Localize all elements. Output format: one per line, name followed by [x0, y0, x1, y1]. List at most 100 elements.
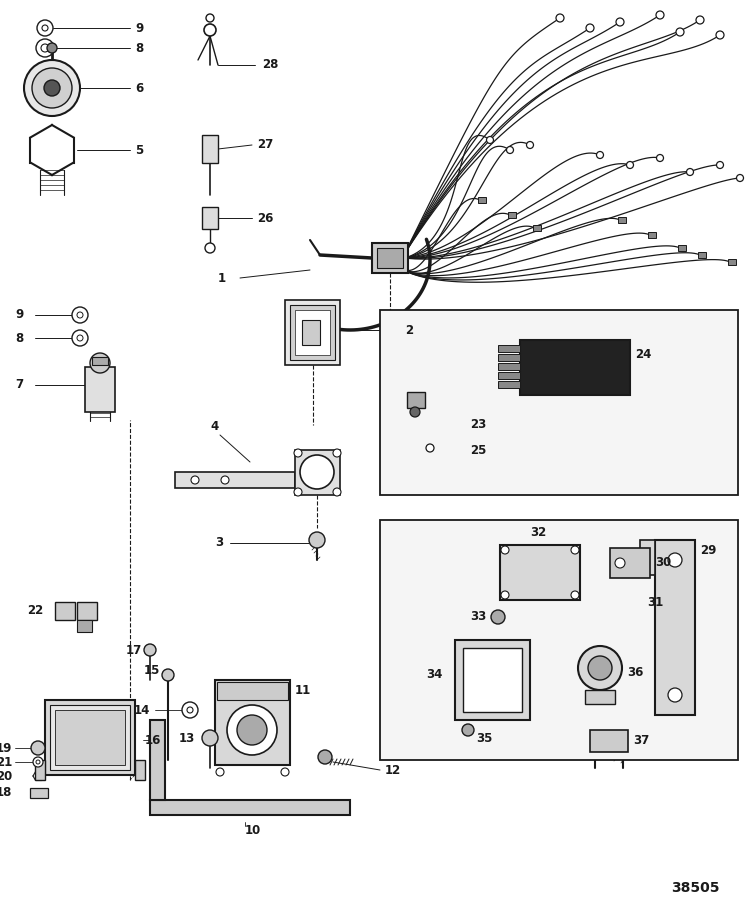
- Circle shape: [294, 488, 302, 496]
- Text: 17: 17: [126, 643, 142, 657]
- Circle shape: [556, 14, 564, 22]
- Circle shape: [24, 60, 80, 116]
- Bar: [648, 232, 656, 238]
- Circle shape: [426, 444, 434, 452]
- Text: 3: 3: [215, 536, 223, 550]
- Bar: [135, 760, 145, 780]
- Text: 7: 7: [15, 378, 23, 392]
- Text: 2: 2: [405, 323, 413, 336]
- Circle shape: [41, 44, 49, 52]
- Circle shape: [72, 330, 88, 346]
- Circle shape: [501, 591, 509, 599]
- Text: 36: 36: [627, 667, 644, 679]
- Bar: [302, 320, 320, 345]
- Text: 34: 34: [427, 669, 443, 681]
- Circle shape: [736, 175, 743, 181]
- Text: 6: 6: [135, 81, 143, 95]
- Bar: [455, 640, 530, 720]
- Bar: [498, 372, 520, 379]
- Circle shape: [33, 757, 43, 767]
- Circle shape: [676, 28, 684, 36]
- Circle shape: [191, 476, 199, 484]
- Circle shape: [72, 307, 88, 323]
- Circle shape: [656, 11, 664, 19]
- Text: 37: 37: [633, 733, 650, 747]
- Text: 9: 9: [15, 308, 23, 322]
- Bar: [500, 545, 580, 600]
- Bar: [50, 705, 130, 770]
- Circle shape: [615, 558, 625, 568]
- Bar: [35, 760, 45, 780]
- Bar: [217, 682, 288, 700]
- Circle shape: [462, 724, 474, 736]
- Text: 35: 35: [476, 732, 492, 744]
- Circle shape: [187, 707, 193, 713]
- Circle shape: [44, 80, 60, 96]
- Bar: [285, 300, 340, 365]
- Circle shape: [77, 312, 83, 318]
- Circle shape: [696, 16, 704, 24]
- Circle shape: [162, 669, 174, 681]
- Bar: [728, 259, 736, 265]
- Circle shape: [626, 161, 634, 168]
- Circle shape: [333, 449, 341, 457]
- Circle shape: [216, 768, 224, 776]
- Text: 8: 8: [15, 332, 23, 344]
- Circle shape: [616, 18, 624, 26]
- Circle shape: [42, 25, 48, 31]
- Bar: [520, 340, 630, 395]
- Circle shape: [571, 591, 579, 599]
- Bar: [508, 212, 516, 218]
- Circle shape: [227, 705, 277, 755]
- Bar: [215, 680, 290, 765]
- Circle shape: [487, 136, 494, 143]
- Circle shape: [90, 353, 110, 373]
- Bar: [678, 245, 686, 251]
- Bar: [590, 730, 628, 752]
- Text: 21: 21: [0, 756, 12, 769]
- Text: 22: 22: [27, 605, 43, 617]
- Text: 24: 24: [635, 349, 651, 361]
- Text: 8: 8: [135, 41, 143, 54]
- Text: 20: 20: [0, 769, 12, 782]
- Circle shape: [586, 24, 594, 32]
- Bar: [380, 310, 738, 495]
- Bar: [290, 305, 335, 360]
- Circle shape: [206, 14, 214, 22]
- Bar: [698, 252, 706, 258]
- Circle shape: [686, 168, 694, 176]
- Circle shape: [37, 20, 53, 36]
- Bar: [618, 217, 626, 223]
- Bar: [55, 710, 125, 765]
- Circle shape: [221, 476, 229, 484]
- Bar: [55, 602, 75, 620]
- Text: 38505: 38505: [671, 881, 720, 895]
- Text: 23: 23: [470, 418, 486, 432]
- Circle shape: [491, 610, 505, 624]
- Bar: [377, 248, 403, 268]
- Bar: [150, 800, 350, 815]
- Circle shape: [716, 31, 724, 39]
- Bar: [640, 540, 655, 575]
- Circle shape: [333, 488, 341, 496]
- Bar: [77, 602, 97, 620]
- Circle shape: [526, 141, 533, 149]
- Circle shape: [47, 43, 57, 53]
- Circle shape: [144, 644, 156, 656]
- Text: 5: 5: [135, 143, 143, 157]
- Text: 26: 26: [257, 212, 273, 224]
- Bar: [655, 540, 695, 715]
- Text: 30: 30: [655, 557, 671, 569]
- Bar: [295, 310, 330, 355]
- Circle shape: [578, 646, 622, 690]
- Bar: [202, 207, 218, 229]
- Bar: [380, 520, 738, 760]
- Circle shape: [182, 702, 198, 718]
- Text: 12: 12: [385, 763, 401, 777]
- Circle shape: [410, 407, 420, 417]
- Bar: [175, 472, 295, 488]
- Circle shape: [205, 243, 215, 253]
- Circle shape: [668, 553, 682, 567]
- Circle shape: [36, 760, 40, 764]
- Text: 14: 14: [134, 704, 150, 716]
